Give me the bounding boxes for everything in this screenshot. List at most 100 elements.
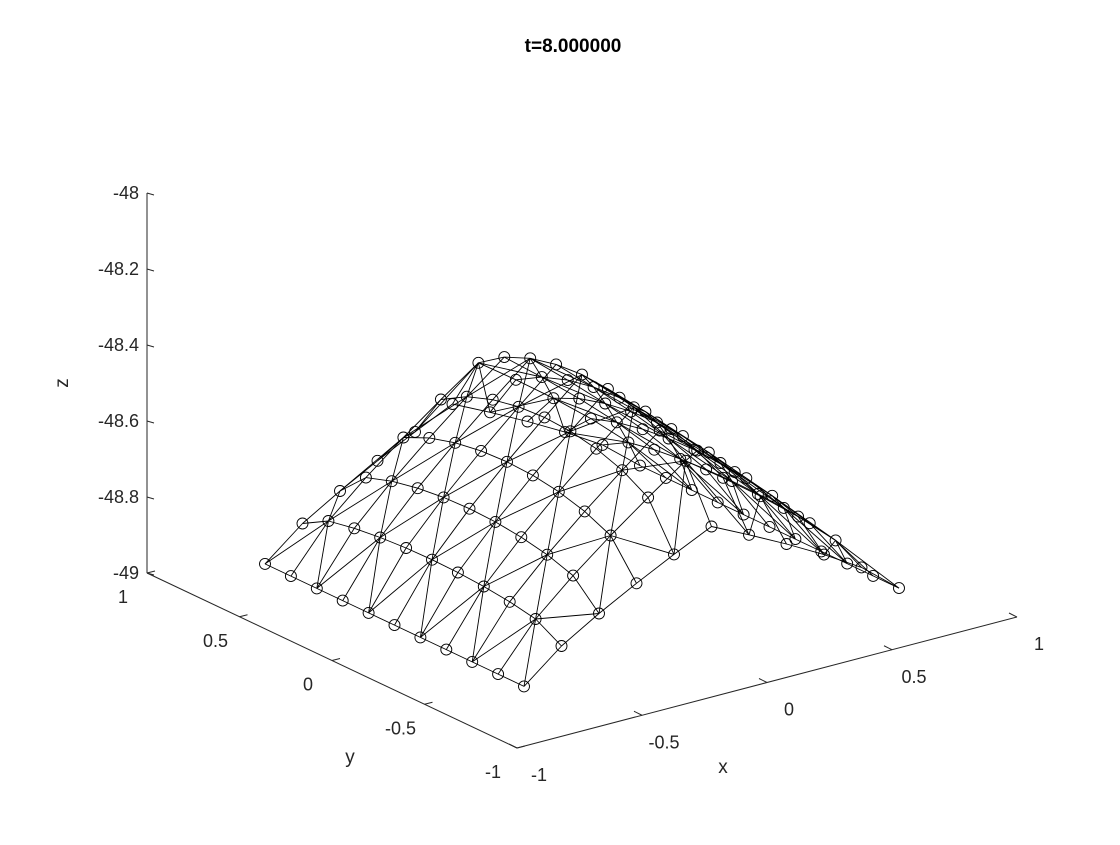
mesh-edge xyxy=(648,498,674,555)
mesh-edge xyxy=(821,551,847,563)
mesh-edge xyxy=(484,587,510,602)
mesh-edge xyxy=(547,511,585,554)
mesh-edge xyxy=(582,375,620,398)
mesh-edge xyxy=(674,461,686,555)
mesh-edge xyxy=(343,538,381,601)
x-tick-mark xyxy=(759,679,767,683)
mesh-edge xyxy=(458,573,484,587)
mesh-edge xyxy=(617,422,655,449)
mesh-edge xyxy=(674,527,712,555)
mesh-edge xyxy=(432,522,495,560)
mesh-edge xyxy=(406,497,444,548)
mesh-edge xyxy=(536,576,574,619)
mesh-edge xyxy=(519,407,545,418)
mesh-edge xyxy=(444,497,470,508)
mesh-edge xyxy=(369,613,395,625)
mesh-edge xyxy=(533,475,559,491)
x-tick-label: 1 xyxy=(1034,634,1044,654)
mesh-edge xyxy=(265,564,291,576)
mesh-edge xyxy=(481,407,518,451)
chart-title: t=8.000000 xyxy=(525,36,622,57)
mesh-edge xyxy=(873,576,899,588)
mesh-edge xyxy=(378,432,416,461)
z-tick-label: -48.6 xyxy=(98,411,139,431)
mesh-edge xyxy=(507,462,533,476)
mesh-edge xyxy=(467,397,493,400)
mesh-edge xyxy=(611,536,637,584)
mesh-edge xyxy=(317,588,343,600)
mesh-edge xyxy=(556,364,594,387)
mesh-edge xyxy=(562,614,600,647)
mesh-edge xyxy=(536,555,548,619)
mesh-edge xyxy=(516,377,542,380)
mesh-edge xyxy=(798,517,824,555)
mesh-edge xyxy=(744,515,770,527)
z-tick-mark xyxy=(147,421,154,423)
mesh-edge xyxy=(530,358,568,380)
y-tick-label: 0.5 xyxy=(203,631,228,651)
x-ticks: -1-0.500.51 xyxy=(509,613,1044,785)
y-tick-label: -0.5 xyxy=(385,718,416,738)
mesh-edge xyxy=(495,492,558,522)
mesh-edge xyxy=(380,488,418,537)
z-tick-mark xyxy=(147,269,154,271)
mesh-edge xyxy=(458,522,496,573)
x-tick-label: 0 xyxy=(784,700,794,720)
mesh-edge xyxy=(432,509,470,560)
mesh-edge xyxy=(418,488,444,497)
mesh-edge xyxy=(573,576,599,614)
mesh-edge xyxy=(498,619,535,674)
mesh-edge xyxy=(392,443,455,481)
z-ticks: -49-48.8-48.6-48.4-48.2-48 xyxy=(98,183,154,583)
mesh-edge xyxy=(406,548,432,560)
mesh-edge xyxy=(521,492,559,537)
mesh-edge xyxy=(420,573,458,638)
mesh-edge xyxy=(559,492,585,512)
mesh-edge xyxy=(354,481,392,528)
x-axis-label: x xyxy=(718,757,728,778)
y-tick-label: -1 xyxy=(485,762,501,782)
mesh-edge xyxy=(603,442,629,445)
z-tick-mark xyxy=(147,193,154,195)
mesh-edge xyxy=(836,540,899,588)
mesh-edge xyxy=(547,492,559,555)
mesh-edge xyxy=(565,432,628,442)
mesh-edge xyxy=(418,443,456,488)
x-tick-label: 0.5 xyxy=(901,667,926,687)
mesh-edge xyxy=(472,587,484,662)
mesh-edge xyxy=(303,491,341,524)
mesh-edge xyxy=(530,358,556,364)
mesh-edge xyxy=(810,523,836,540)
mesh-edge xyxy=(395,560,433,625)
mesh-edge xyxy=(507,417,545,461)
mesh-edge xyxy=(432,497,444,559)
mesh-edge xyxy=(472,619,535,662)
mesh-edge xyxy=(395,625,421,637)
mesh-edge xyxy=(484,555,547,587)
mesh-edge xyxy=(556,364,582,374)
mesh-edges xyxy=(265,357,899,686)
mesh-edge xyxy=(317,538,380,589)
mesh-edge xyxy=(265,524,303,564)
mesh-edge xyxy=(366,478,392,482)
x-tick-mark xyxy=(509,744,517,748)
mesh-edge xyxy=(265,521,328,564)
mesh-edge xyxy=(470,509,496,522)
z-tick-label: -49 xyxy=(113,563,139,583)
mesh-edge xyxy=(446,650,472,662)
z-tick-label: -48.4 xyxy=(98,335,139,355)
mesh-edge xyxy=(472,662,498,674)
y-tick-mark xyxy=(332,659,340,661)
mesh-edge xyxy=(444,462,507,498)
mesh-edge xyxy=(599,536,611,614)
z-tick-label: -48 xyxy=(113,183,139,203)
mesh-edge xyxy=(510,602,536,619)
mesh-edge xyxy=(470,462,508,509)
mesh-edge xyxy=(611,536,674,555)
y-tick-mark xyxy=(517,746,525,748)
mesh-edge xyxy=(420,560,432,638)
mesh-edge xyxy=(478,357,504,363)
mesh-edge xyxy=(291,521,329,576)
mesh-edge xyxy=(536,614,599,620)
